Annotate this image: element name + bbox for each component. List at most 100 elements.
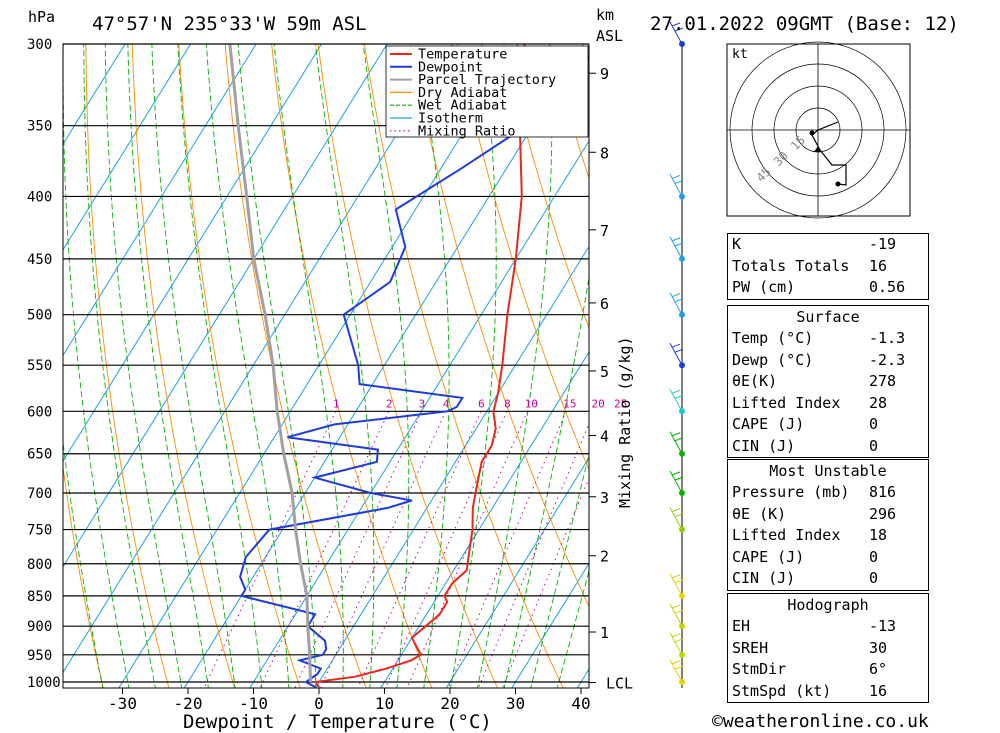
surface-value: 0 (869, 436, 879, 455)
mixing-ratio-line (357, 411, 482, 688)
mixing-ratio-line (203, 411, 337, 688)
mixing-ratio-label: 15 (563, 397, 576, 410)
mixing-ratio-label: 20 (592, 397, 605, 410)
most-unstable-label: Lifted Index (732, 526, 841, 544)
parcel-trajectory (228, 44, 312, 683)
pressure-tick-label: 650 (27, 447, 52, 463)
most-unstable-value: 0 (869, 569, 879, 587)
pressure-tick-label: 300 (27, 37, 52, 53)
dry-adiabat-line (922, 44, 1000, 708)
legend-label: Isotherm (418, 111, 483, 127)
surface-table: Surface Temp (°C) -1.3 Dewp (°C) -2.3 θE(K) 2… (727, 305, 929, 458)
wet-adiabat-line (362, 44, 410, 688)
km-tick-label: 4 (600, 427, 609, 445)
wet-adiabat-line (127, 44, 209, 688)
isotherm-line (183, 44, 585, 688)
wind-barb (669, 389, 684, 412)
pressure-tick-label: 400 (27, 189, 52, 205)
surface-label: Temp (°C) (732, 329, 814, 347)
hodograph-point (835, 181, 841, 187)
pressure-tick-label: 800 (27, 557, 52, 573)
wet-adiabat-line (83, 44, 156, 688)
mixing-ratio-axis-label: Mixing Ratio (g/kg) (616, 336, 634, 508)
dry-adiabat-line (503, 44, 589, 330)
surface-value: 28 (869, 393, 888, 412)
temperature-profile (314, 44, 526, 688)
legend-label: Parcel Trajectory (418, 72, 556, 88)
surface-value: 0 (869, 415, 879, 433)
legend-label: Dry Adiabat (418, 85, 507, 101)
dry-adiabat-line (410, 44, 589, 608)
hodograph-point (809, 130, 815, 136)
hodograph-title: Hodograph (787, 596, 869, 614)
dry-adiabat-line (63, 464, 104, 688)
wet-adiabat-line (151, 44, 236, 688)
km-unit-label: km (596, 6, 614, 24)
index-value: 0.56 (869, 278, 906, 296)
temp-tick-label: -20 (174, 694, 203, 713)
pressure-tick-label: 450 (27, 252, 52, 268)
storm-motion-marker (814, 146, 822, 152)
most-unstable-label: CIN (J) (732, 569, 796, 587)
wet-adiabat-line (314, 44, 375, 688)
temp-tick-label: -30 (108, 694, 137, 713)
mixing-ratio-label: 10 (525, 397, 538, 410)
km-tick-label: 6 (600, 295, 609, 313)
surface-row: Dewp (°C) -2.3 (728, 350, 928, 372)
surface-row: Temp (°C) -1.3 (728, 328, 928, 350)
dry-adiabat-line (85, 44, 170, 688)
pressure-tick-label: 350 (27, 119, 52, 135)
hodograph-label: SREH (732, 638, 769, 657)
temp-tick-label: -10 (239, 694, 268, 713)
wet-adiabat-line (63, 438, 104, 688)
hodograph-value: -13 (869, 617, 897, 635)
wind-barb (669, 292, 684, 315)
hodograph-label: StmDir (732, 660, 787, 678)
km-tick-label: 2 (600, 548, 609, 566)
surface-value: 278 (869, 372, 897, 390)
hodograph-value: 16 (869, 681, 888, 700)
mixing-ratio-label: 3 (419, 397, 426, 410)
hodograph-trace (811, 121, 847, 186)
pressure-tick-label: 900 (27, 619, 52, 635)
hodograph-unit: kt (732, 47, 748, 62)
isotherm-line (314, 245, 589, 688)
pressure-tick-label: 750 (27, 523, 52, 539)
most-unstable-row: Lifted Index 18 (728, 525, 928, 547)
mixing-ratio-label: 4 (443, 397, 450, 410)
km-tick-label: 3 (600, 489, 609, 507)
mixing-ratio-label: 6 (478, 397, 485, 410)
temp-tick-label: 0 (314, 694, 324, 713)
pressure-tick-label: 700 (27, 486, 52, 502)
isotherm-line (63, 44, 454, 674)
legend-label: Dewpoint (418, 59, 483, 75)
surface-row: CAPE (J) 0 (728, 414, 928, 436)
surface-row: θE(K) 278 (728, 371, 928, 393)
isotherm-line (249, 139, 589, 688)
pressure-tick-label: 1000 (27, 675, 61, 691)
mixing-ratio-line (501, 476, 589, 688)
index-label: PW (cm) (732, 278, 796, 296)
dry-adiabat-line (456, 44, 589, 471)
temp-tick-label: 30 (506, 694, 525, 713)
dry-adiabat-line (317, 44, 499, 688)
wet-adiabat-line (503, 274, 589, 688)
km-tick-label: 5 (600, 363, 609, 381)
wind-barb (669, 342, 684, 366)
most-unstable-value: 18 (869, 526, 888, 544)
location-title: 47°57'N 235°33'W 59m ASL (92, 13, 367, 35)
surface-title: Surface (796, 308, 860, 326)
hodograph-row: SREH 30 (728, 638, 928, 660)
dry-adiabat-line (0, 44, 42, 708)
surface-value: -1.3 (869, 329, 906, 347)
isotherm-line (63, 44, 388, 568)
dry-adiabat-line (363, 44, 564, 688)
dry-adiabat-line (968, 44, 1000, 708)
copyright: ©weatheronline.co.uk (712, 711, 929, 732)
hodograph-row: StmSpd (kt) 16 (728, 681, 928, 703)
surface-label: Dewp (°C) (732, 350, 814, 369)
wind-barb (669, 603, 684, 627)
wet-adiabat-line (104, 44, 183, 688)
isotherm-line (445, 456, 589, 688)
